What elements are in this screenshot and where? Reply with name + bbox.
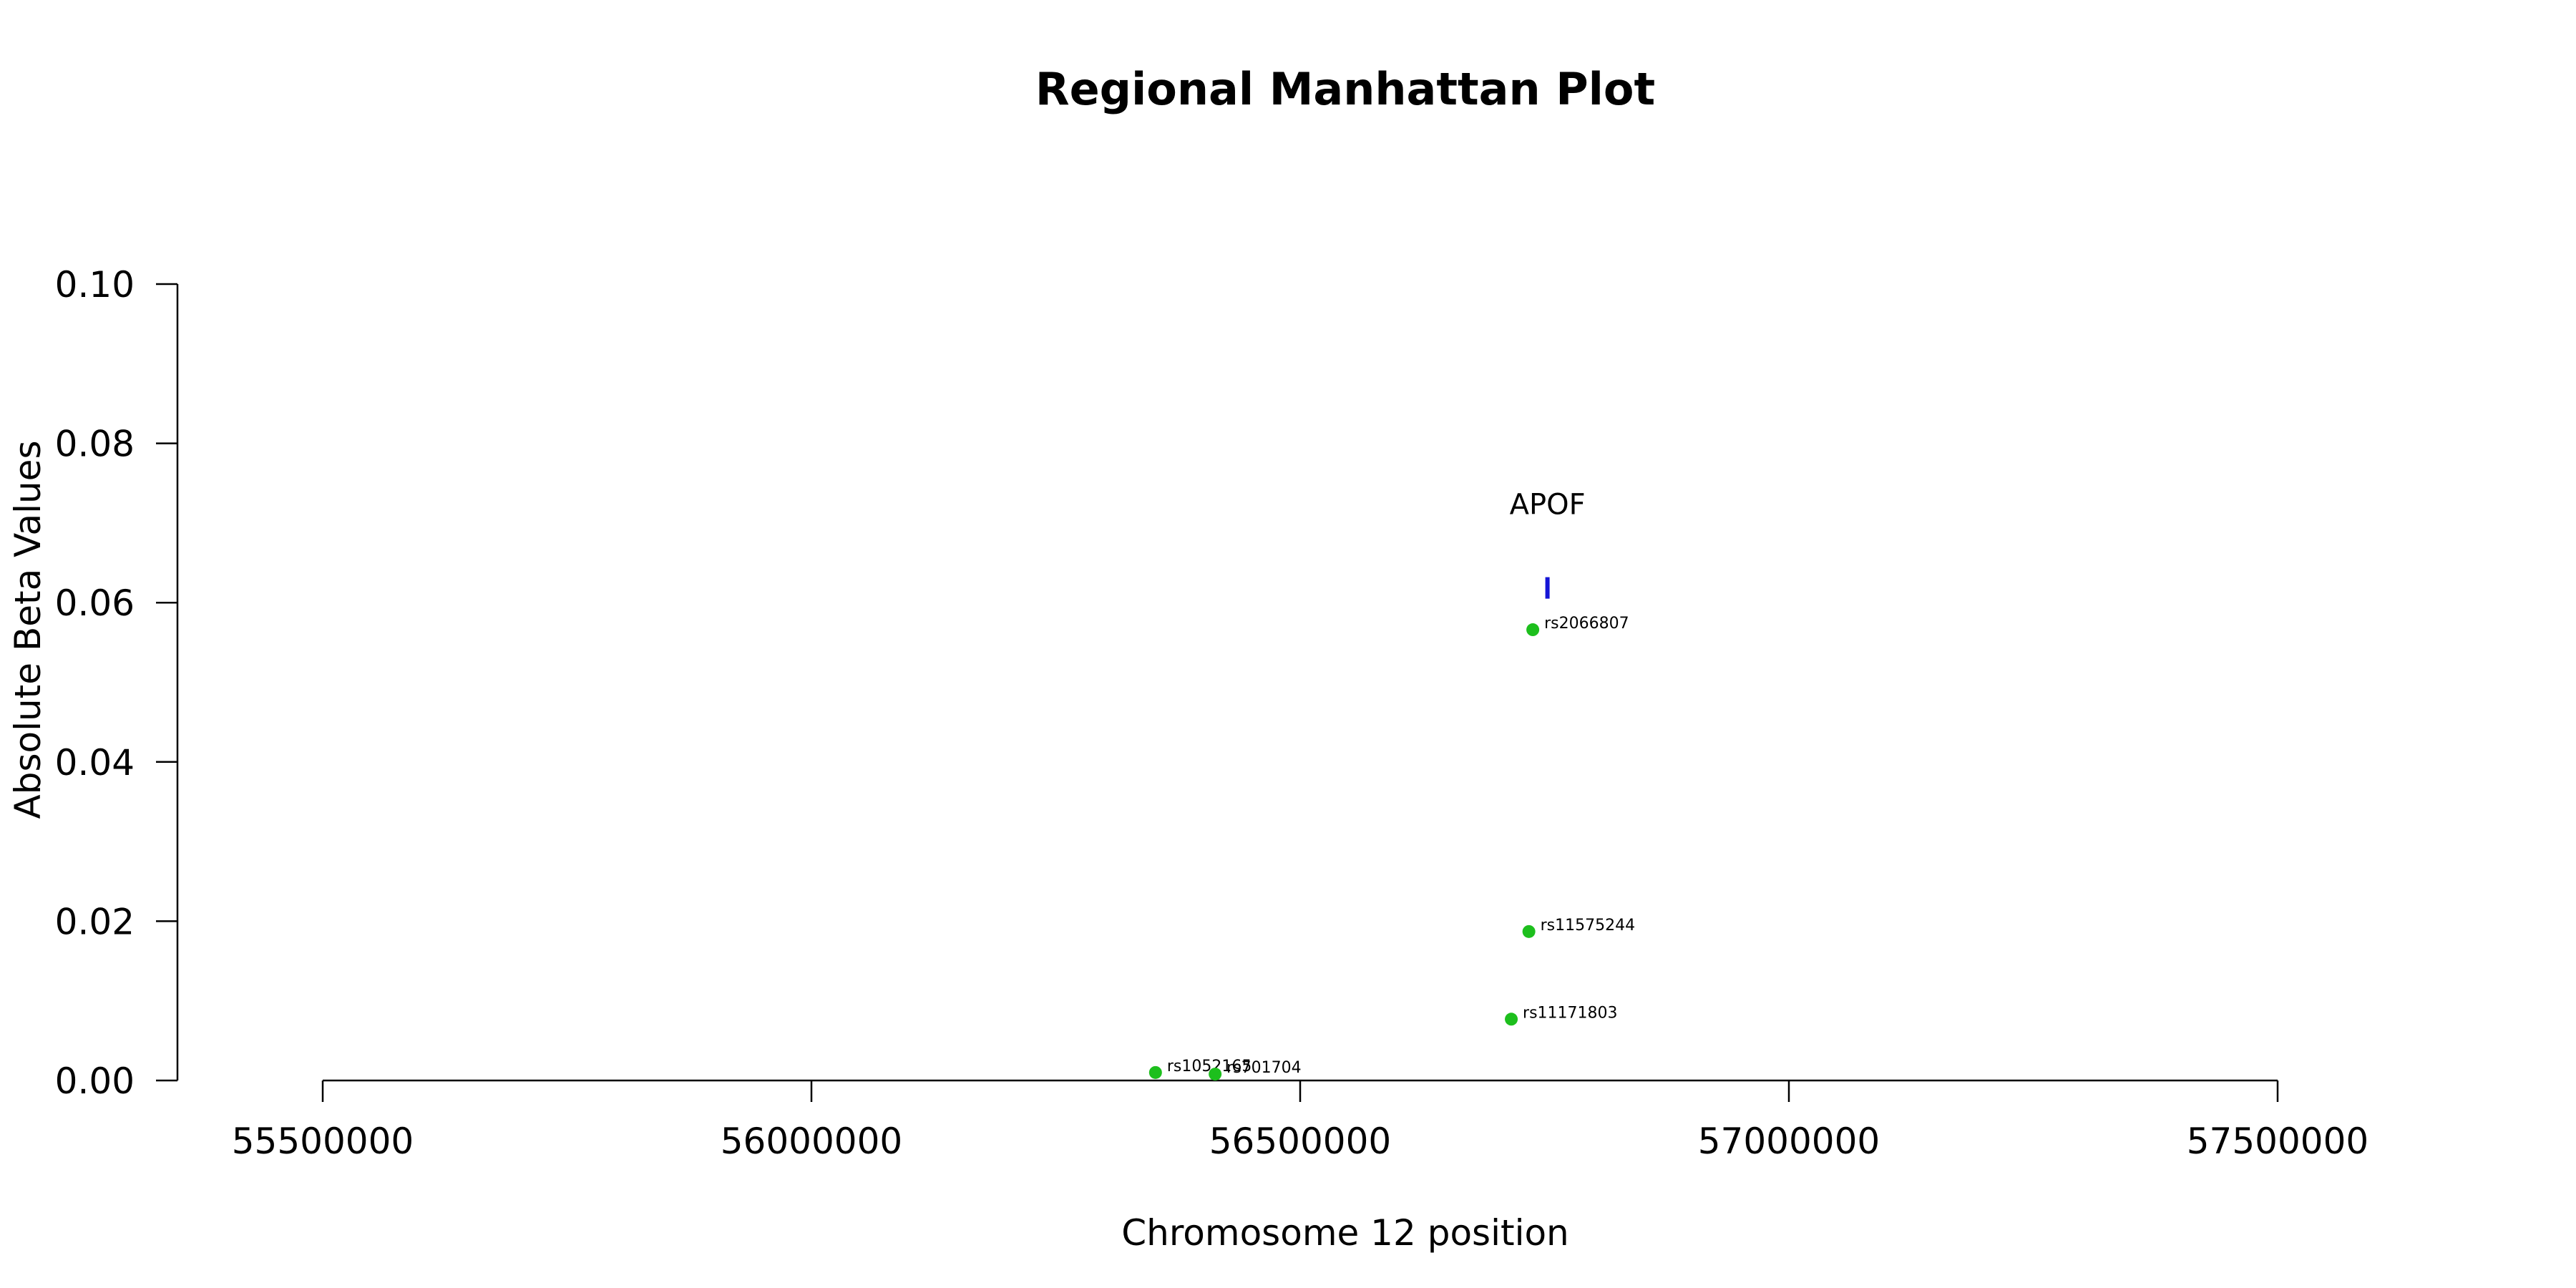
gene-annotations: APOF: [1510, 489, 1586, 599]
point-label: rs11171803: [1523, 1004, 1617, 1022]
gene-label: APOF: [1510, 489, 1586, 522]
y-tick-label: 0.08: [55, 424, 135, 465]
x-tick-label: 55500000: [232, 1121, 414, 1162]
y-tick-label: 0.06: [55, 582, 135, 624]
data-point: [1148, 1065, 1162, 1079]
y-axis-label: Absolute Beta Values: [7, 441, 49, 819]
y-tick-label: 0.02: [55, 901, 135, 942]
data-point: [1522, 924, 1536, 938]
chart-title: Regional Manhattan Plot: [1035, 63, 1655, 115]
x-tick-label: 56500000: [1209, 1121, 1392, 1162]
point-label: rs11575244: [1541, 917, 1635, 935]
point-label: rs701704: [1226, 1059, 1302, 1077]
x-axis-label: Chromosome 12 position: [1121, 1212, 1569, 1254]
data-points: rs2066807rs11575244rs11171803rs1052165rs…: [1148, 615, 1635, 1081]
point-label: rs2066807: [1544, 615, 1629, 633]
data-point: [1209, 1068, 1222, 1081]
y-tick-label: 0.04: [55, 742, 135, 784]
x-axis: 55500000 56000000 56500000 57000000 57500000: [232, 1079, 2369, 1162]
y-axis: 0.00 0.02 0.04 0.06 0.08 0.10: [55, 264, 179, 1102]
y-tick-label: 0.00: [55, 1060, 135, 1102]
x-tick-label: 56000000: [721, 1121, 903, 1162]
data-point: [1526, 623, 1540, 637]
x-tick-label: 57000000: [1698, 1121, 1880, 1162]
y-tick-label: 0.10: [55, 264, 135, 306]
data-point: [1505, 1013, 1518, 1026]
x-tick-label: 57500000: [2187, 1121, 2369, 1162]
